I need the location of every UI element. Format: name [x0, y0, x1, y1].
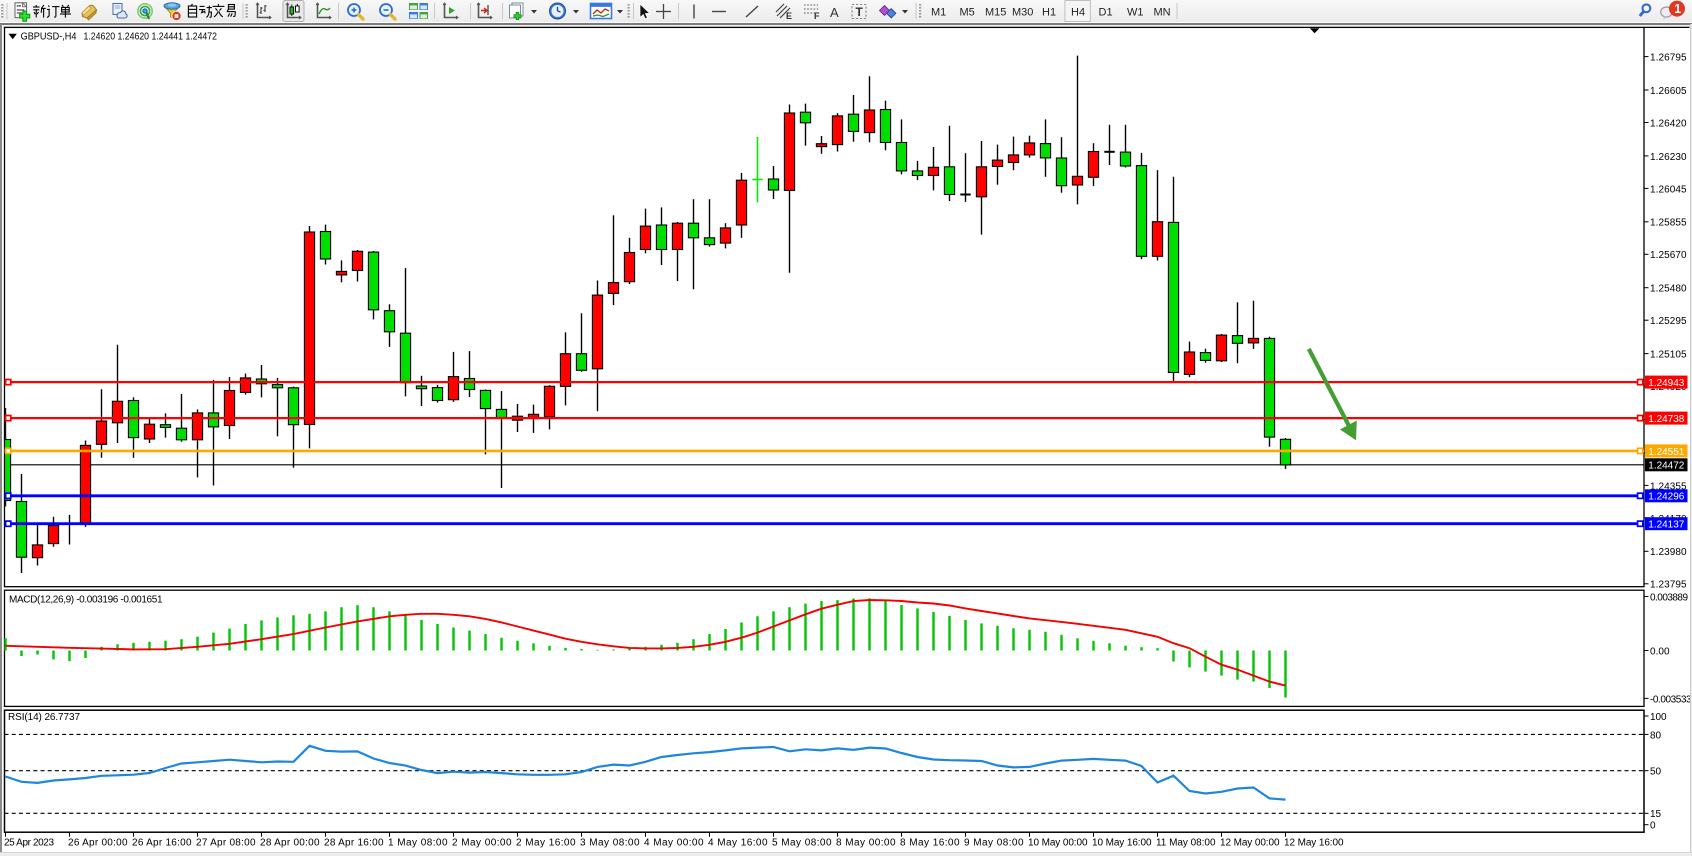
svg-text:1.23795: 1.23795	[1650, 580, 1687, 591]
svg-text:3 May 08:00: 3 May 08:00	[580, 838, 640, 849]
svg-text:1.26230: 1.26230	[1650, 152, 1687, 163]
svg-text:-0.003533: -0.003533	[1650, 694, 1692, 705]
svg-text:25 Apr 2023: 25 Apr 2023	[4, 838, 54, 849]
svg-text:1.25295: 1.25295	[1650, 316, 1687, 327]
svg-text:15: 15	[1650, 809, 1661, 820]
svg-text:1: 1	[1674, 2, 1681, 16]
svg-text:4 May 16:00: 4 May 16:00	[708, 838, 768, 849]
svg-text:26 Apr 16:00: 26 Apr 16:00	[132, 838, 192, 849]
svg-text:1.26045: 1.26045	[1650, 184, 1687, 195]
svg-text:12 May 16:00: 12 May 16:00	[1284, 838, 1344, 849]
svg-text:M30: M30	[1012, 7, 1033, 19]
svg-text:1.24738: 1.24738	[1648, 414, 1684, 425]
svg-text:8 May 00:00: 8 May 00:00	[836, 838, 896, 849]
svg-text:1 May 08:00: 1 May 08:00	[388, 838, 448, 849]
svg-text:1.24551: 1.24551	[1648, 447, 1684, 458]
svg-text:2 May 00:00: 2 May 00:00	[452, 838, 512, 849]
svg-text:26 Apr 00:00: 26 Apr 00:00	[68, 838, 128, 849]
svg-text:H1: H1	[1042, 7, 1056, 19]
svg-text:1.24137: 1.24137	[1648, 520, 1684, 531]
svg-text:1.24296: 1.24296	[1648, 492, 1684, 503]
svg-text:MN: MN	[1154, 7, 1171, 19]
svg-text:M15: M15	[985, 7, 1006, 19]
svg-text:E: E	[786, 11, 792, 21]
svg-text:2 May 16:00: 2 May 16:00	[516, 838, 576, 849]
svg-text:1.25855: 1.25855	[1650, 218, 1687, 229]
svg-text:0.003889: 0.003889	[1650, 592, 1688, 603]
svg-text:0: 0	[1650, 821, 1656, 832]
svg-text:1.24355: 1.24355	[1650, 481, 1687, 492]
svg-text:50: 50	[1650, 767, 1661, 778]
svg-text:10 May 16:00: 10 May 16:00	[1092, 838, 1152, 849]
svg-text:1.26605: 1.26605	[1650, 86, 1687, 97]
svg-text:D1: D1	[1099, 7, 1113, 19]
svg-text:W1: W1	[1127, 7, 1144, 19]
svg-text:T: T	[856, 5, 864, 19]
svg-text:80: 80	[1650, 730, 1661, 741]
svg-text:GBPUSD-,H4: GBPUSD-,H4	[21, 30, 77, 42]
svg-text:1.23980: 1.23980	[1650, 547, 1687, 558]
svg-text:1.25105: 1.25105	[1650, 350, 1687, 361]
svg-text:1.24943: 1.24943	[1648, 378, 1684, 389]
svg-text:M5: M5	[960, 7, 975, 19]
svg-text:9 May 08:00: 9 May 08:00	[964, 838, 1024, 849]
svg-text:1.26795: 1.26795	[1650, 53, 1687, 64]
svg-text:RSI(14) 26.7737: RSI(14) 26.7737	[8, 712, 80, 723]
svg-text:MACD(12,26,9) -0.003196 -0.001: MACD(12,26,9) -0.003196 -0.001651	[9, 595, 163, 606]
svg-text:F: F	[814, 11, 820, 21]
svg-text:A: A	[830, 5, 839, 20]
svg-text:100: 100	[1650, 712, 1667, 723]
svg-text:10 May 00:00: 10 May 00:00	[1028, 838, 1088, 849]
svg-text:1.24472: 1.24472	[1648, 461, 1684, 472]
svg-text:1.24620 1.24620 1.24441 1.2447: 1.24620 1.24620 1.24441 1.24472	[84, 30, 218, 42]
svg-text:H4: H4	[1071, 7, 1085, 19]
svg-text:12 May 00:00: 12 May 00:00	[1220, 838, 1280, 849]
svg-text:28 Apr 16:00: 28 Apr 16:00	[324, 838, 384, 849]
svg-text:4 May 00:00: 4 May 00:00	[644, 838, 704, 849]
svg-text:0.00: 0.00	[1650, 646, 1670, 657]
svg-text:8 May 16:00: 8 May 16:00	[900, 838, 960, 849]
svg-text:1.26420: 1.26420	[1650, 118, 1687, 129]
svg-text:5 May 08:00: 5 May 08:00	[772, 838, 832, 849]
svg-text:1.25670: 1.25670	[1650, 250, 1687, 261]
svg-text:28 Apr 00:00: 28 Apr 00:00	[260, 838, 320, 849]
svg-text:1.25480: 1.25480	[1650, 284, 1687, 295]
svg-text:M1: M1	[931, 7, 946, 19]
svg-text:11 May 08:00: 11 May 08:00	[1156, 838, 1216, 849]
svg-text:27 Apr 08:00: 27 Apr 08:00	[196, 838, 256, 849]
